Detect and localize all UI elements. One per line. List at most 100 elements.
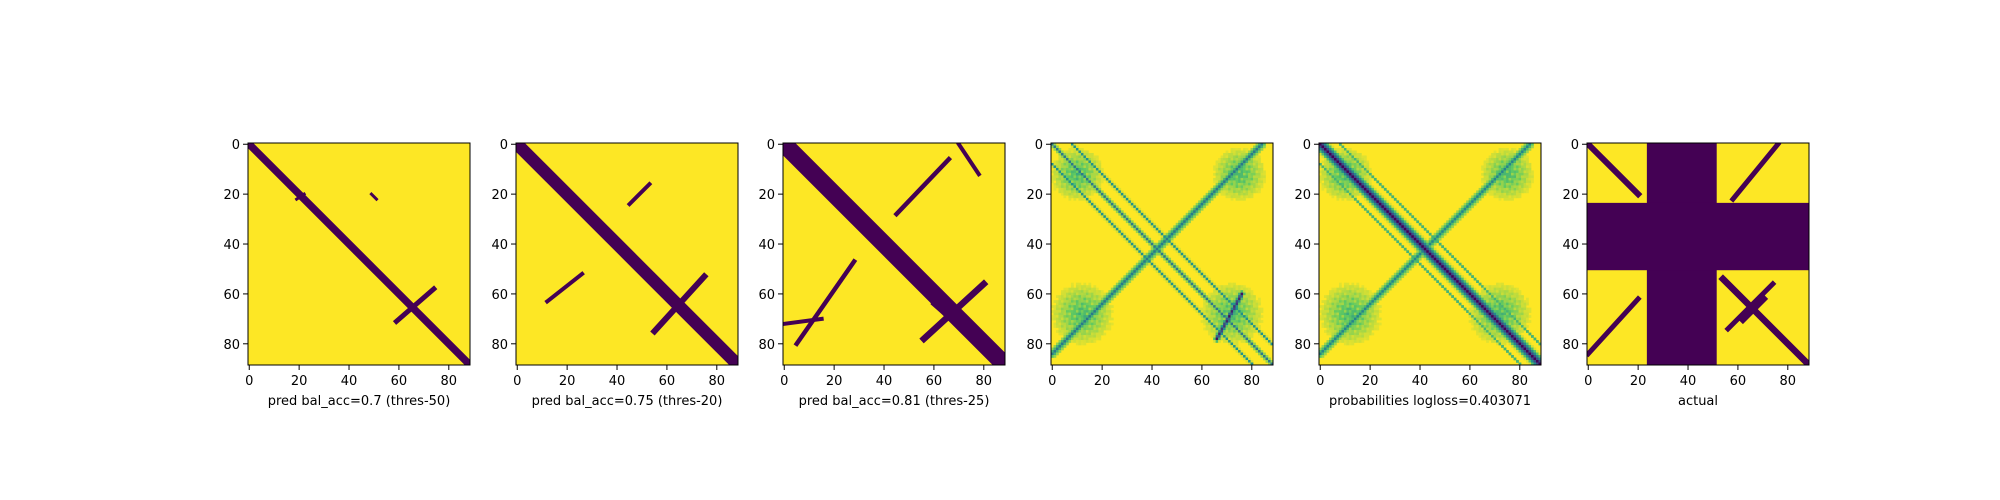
heatmap-cell <box>1080 320 1084 323</box>
heatmap-cell <box>1406 225 1410 229</box>
heatmap-cell <box>1063 157 1067 161</box>
heatmap-cell <box>1483 160 1487 164</box>
heatmap-cell <box>1165 260 1169 264</box>
heatmap-cell <box>1346 152 1350 156</box>
heatmap-cell <box>1363 332 1367 336</box>
heatmap-cell <box>1100 330 1104 333</box>
heatmap-cell <box>1223 300 1226 303</box>
heatmap-cell <box>1443 227 1447 231</box>
heatmap-cell <box>1098 190 1102 194</box>
heatmap-cell <box>1483 180 1487 184</box>
heatmap-cell <box>1085 157 1089 161</box>
heatmap-cell <box>1055 352 1059 356</box>
heatmap-cell <box>1336 297 1340 301</box>
heatmap-cell <box>1453 270 1457 274</box>
heatmap-cell <box>1458 217 1462 221</box>
heatmap-cell <box>1451 275 1454 278</box>
heatmap-cell <box>1533 337 1537 341</box>
heatmap-cell <box>1135 207 1139 211</box>
heatmap-cell <box>1523 180 1527 184</box>
heatmap-cell <box>1250 192 1254 196</box>
heatmap-cell <box>1493 177 1497 181</box>
heatmap-cell <box>1488 162 1492 166</box>
heatmap-cell <box>1493 340 1497 343</box>
heatmap-cell <box>1233 310 1236 313</box>
heatmap-cell <box>1376 300 1380 303</box>
heatmap-cell <box>1393 212 1397 216</box>
heatmap-cell <box>1373 177 1377 181</box>
heatmap-cell <box>1471 305 1474 308</box>
heatmap-cell <box>1456 212 1459 216</box>
heatmap-cell <box>1205 310 1209 313</box>
heatmap-cell <box>1336 197 1340 201</box>
heatmap-cell <box>1348 177 1352 181</box>
heatmap-cell <box>1338 320 1342 323</box>
heatmap-cell <box>1108 315 1112 318</box>
heatmap-cell <box>1493 167 1497 171</box>
heatmap-cell <box>1403 217 1407 221</box>
heatmap-cell <box>1528 182 1532 186</box>
heatmap-cell <box>1065 167 1069 171</box>
heatmap-cell <box>1498 332 1502 336</box>
heatmap-cell <box>1331 160 1335 164</box>
heatmap-cell <box>1098 315 1102 318</box>
heatmap-cell <box>1108 325 1112 328</box>
heatmap-cell <box>1245 165 1249 169</box>
heatmap-cell <box>1353 290 1357 293</box>
heatmap-cell <box>1145 260 1149 264</box>
heatmap-cell <box>1491 167 1494 171</box>
heatmap-cell <box>1416 252 1420 256</box>
heatmap-cell <box>1338 290 1342 293</box>
heatmap-cell <box>1158 252 1162 256</box>
heatmap-cell <box>1496 320 1499 323</box>
heatmap-cell <box>1098 320 1102 323</box>
heatmap-cell <box>1198 307 1201 311</box>
heatmap-cell <box>1090 202 1094 206</box>
heatmap-cell <box>1471 200 1474 204</box>
heatmap-cell <box>1501 335 1504 338</box>
heatmap-cell <box>1358 167 1362 171</box>
heatmap-cell <box>1073 297 1077 301</box>
heatmap-cell <box>1403 220 1407 224</box>
heatmap-cell <box>1501 320 1504 323</box>
heatmap-cell <box>1348 337 1352 341</box>
heatmap-cell <box>1456 260 1459 264</box>
heatmap-cell <box>1060 187 1064 191</box>
heatmap-cell <box>1075 325 1079 328</box>
heatmap-cell <box>1486 317 1489 321</box>
heatmap-cell <box>1200 315 1204 318</box>
heatmap-cell <box>1496 317 1499 321</box>
heatmap-cell <box>1078 342 1082 346</box>
heatmap-cell <box>1528 185 1532 189</box>
heatmap-cell <box>1173 225 1177 229</box>
heatmap-cell <box>1319 352 1322 356</box>
heatmap-cell <box>1351 182 1355 186</box>
heatmap-cell <box>1223 320 1226 323</box>
heatmap-cell <box>1413 235 1417 239</box>
heatmap-cell <box>1493 185 1497 189</box>
heatmap-cell <box>1060 185 1064 189</box>
heatmap-cell <box>1095 292 1099 296</box>
heatmap-cell <box>1203 272 1206 276</box>
heatmap-cell <box>1506 152 1509 156</box>
heatmap-cell <box>1471 292 1474 296</box>
heatmap-cell <box>1168 237 1172 241</box>
heatmap-cell <box>1476 192 1479 196</box>
heatmap-cell <box>1153 222 1157 226</box>
heatmap-cell <box>1501 185 1504 189</box>
heatmap-cell <box>1368 305 1372 308</box>
heatmap-cell <box>1351 317 1355 321</box>
heatmap-cell <box>1476 197 1479 201</box>
heatmap-cell <box>1319 305 1322 308</box>
heatmap-cell <box>1245 180 1249 184</box>
heatmap-cell <box>1468 290 1472 293</box>
heatmap-cell <box>1130 277 1134 281</box>
heatmap-cell <box>1343 300 1347 303</box>
heatmap-cell <box>1498 155 1502 159</box>
heatmap-cell <box>1406 230 1410 234</box>
heatmap-cell <box>1258 310 1261 313</box>
heatmap-cell <box>1090 192 1094 196</box>
heatmap-cell <box>1235 322 1239 326</box>
heatmap-cell <box>1351 310 1355 313</box>
heatmap-cell <box>1095 335 1099 338</box>
